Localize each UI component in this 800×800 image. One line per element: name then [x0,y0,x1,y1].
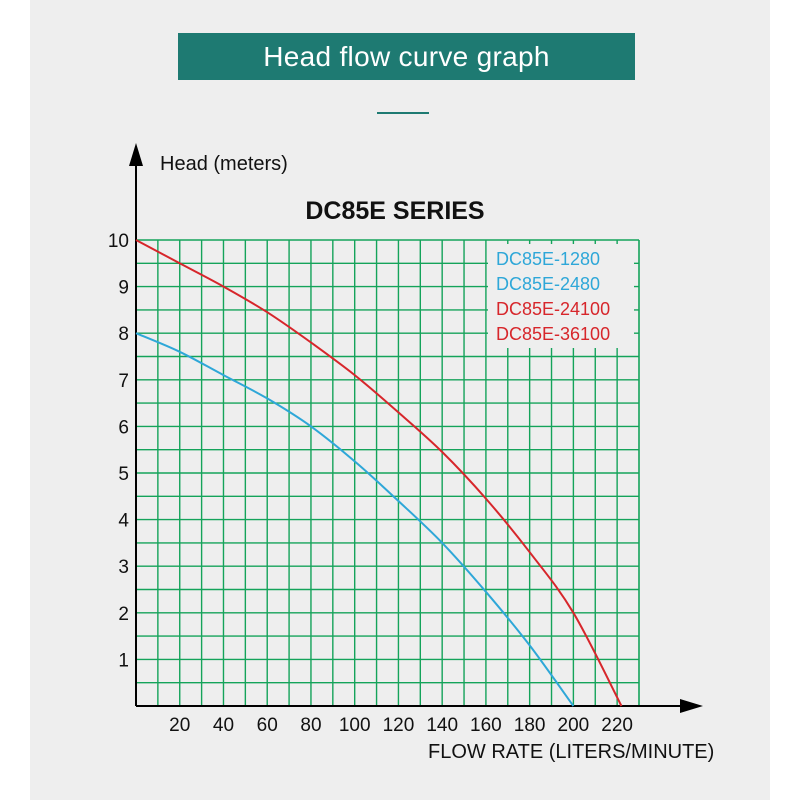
legend-entry: DC85E-36100 [496,324,610,344]
x-tick-label: 160 [470,715,502,736]
y-tick-label: 6 [118,417,129,438]
y-tick-label: 1 [118,650,129,671]
series-line-1 [135,332,575,707]
legend: DC85E-1280 DC85E-2480 DC85E-24100 DC85E-361… [488,244,634,348]
tick-labels: 1 2 3 4 5 6 7 8 9 10 20 40 60 80 100 120 140 160 180 200 220 [108,231,633,736]
banner-underline [377,112,429,114]
x-tick-label: 40 [213,715,234,736]
chart-panel [30,0,770,800]
x-axis-label: FLOW RATE (LITERS/MINUTE) [428,741,714,763]
y-tick-label: 3 [118,557,129,578]
y-tick-label: 5 [118,464,129,485]
y-tick-label: 8 [118,324,129,345]
y-tick-label: 10 [108,231,129,252]
legend-entry: DC85E-24100 [496,299,610,319]
legend-entry: DC85E-1280 [496,249,600,269]
x-tick-label: 180 [514,715,546,736]
series-line-2 [135,239,623,707]
x-tick-label: 220 [601,715,633,736]
axes [129,143,703,713]
x-tick-label: 140 [426,715,458,736]
chart-title: DC85E SERIES [305,197,484,225]
banner-title: Head flow curve graph [178,33,635,80]
y-axis-label: Head (meters) [160,153,288,175]
x-tick-label: 200 [558,715,590,736]
x-tick-label: 120 [383,715,415,736]
legend-box [488,244,634,348]
series [135,239,623,707]
x-axis-arrow [680,699,703,713]
y-tick-label: 7 [118,371,129,392]
x-tick-label: 80 [300,715,321,736]
x-tick-label: 100 [339,715,371,736]
x-tick-label: 20 [169,715,190,736]
legend-entry: DC85E-2480 [496,274,600,294]
x-tick-label: 60 [257,715,278,736]
y-tick-label: 9 [118,278,129,299]
y-tick-label: 2 [118,604,129,625]
grid [136,239,640,706]
y-axis-arrow [129,143,143,166]
y-tick-label: 4 [118,511,129,532]
